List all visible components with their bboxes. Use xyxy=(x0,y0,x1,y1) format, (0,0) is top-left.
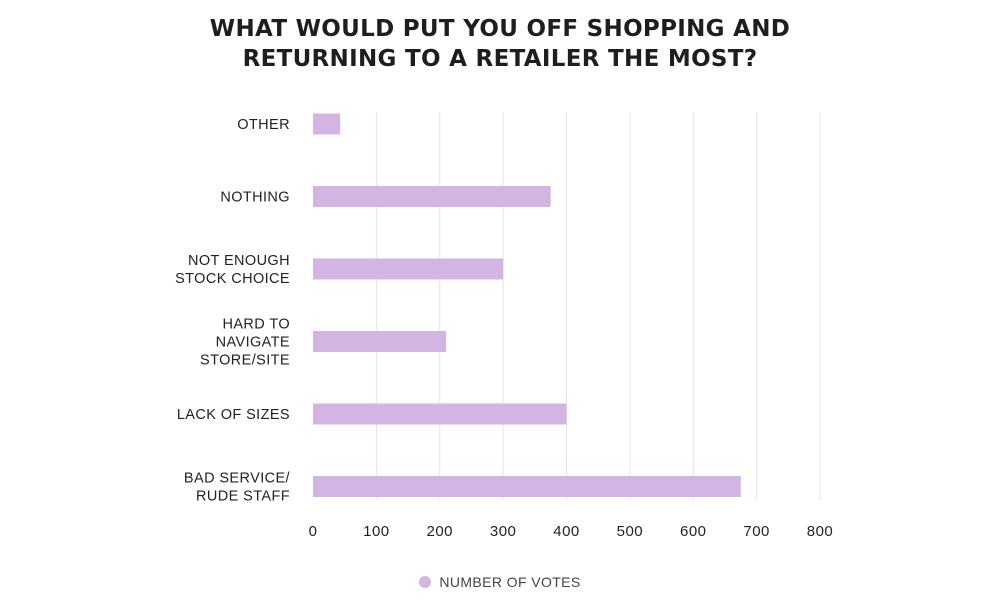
category-label-line: STORE/SITE xyxy=(200,353,290,369)
category-label-line: NAVIGATE xyxy=(216,335,290,351)
category-label: BAD SERVICE/RUDE STAFF xyxy=(184,471,291,505)
category-label-line: NOT ENOUGH xyxy=(188,253,290,269)
chart-title: WHAT WOULD PUT YOU OFF SHOPPING AND RETU… xyxy=(0,14,1000,74)
category-label-line: BAD SERVICE/ xyxy=(184,471,291,487)
category-label-line: HARD TO xyxy=(222,317,290,333)
bar xyxy=(313,258,504,280)
category-label: OTHER xyxy=(237,117,290,133)
x-tick-label: 0 xyxy=(309,523,318,540)
x-tick-label: 400 xyxy=(553,523,580,540)
bars xyxy=(313,113,741,497)
category-label-line: OTHER xyxy=(237,117,290,133)
category-label-line: STOCK CHOICE xyxy=(175,271,290,287)
category-label: NOT ENOUGH STOCK CHOICE xyxy=(175,253,290,287)
gridlines xyxy=(375,112,821,500)
x-tick-label: 500 xyxy=(617,523,644,540)
x-tick-label: 100 xyxy=(363,523,390,540)
x-tick-label: 300 xyxy=(490,523,517,540)
legend-label: NUMBER OF VOTES xyxy=(439,574,581,590)
chart-title-line-2: RETURNING TO A RETAILER THE MOST? xyxy=(242,46,758,72)
x-tick-label: 700 xyxy=(743,523,770,540)
legend: NUMBER OF VOTES xyxy=(0,574,1000,590)
bar xyxy=(313,331,447,352)
category-label-line: NOTHING xyxy=(220,190,290,206)
category-labels: OTHER NOTHING NOT ENOUGH STOCK CHOICE HARD T… xyxy=(175,117,290,505)
category-label-line: LACK OF SIZES xyxy=(177,407,290,423)
bar xyxy=(313,403,567,425)
x-axis-ticks: 0 100 200 300 400 500 600 700 800 xyxy=(309,523,834,540)
bar xyxy=(313,113,341,135)
legend-swatch xyxy=(419,576,432,588)
category-label: HARD TO NAVIGATE STORE/SITE xyxy=(200,317,290,369)
bar xyxy=(313,476,741,497)
x-tick-label: 200 xyxy=(426,523,453,540)
x-tick-label: 600 xyxy=(680,523,707,540)
x-tick-label: 800 xyxy=(807,523,834,540)
category-label: NOTHING xyxy=(220,190,290,206)
chart-title-line-1: WHAT WOULD PUT YOU OFF SHOPPING AND xyxy=(209,16,791,42)
category-label-line: RUDE STAFF xyxy=(196,489,290,505)
category-label: LACK OF SIZES xyxy=(177,407,290,423)
bar xyxy=(313,186,551,207)
